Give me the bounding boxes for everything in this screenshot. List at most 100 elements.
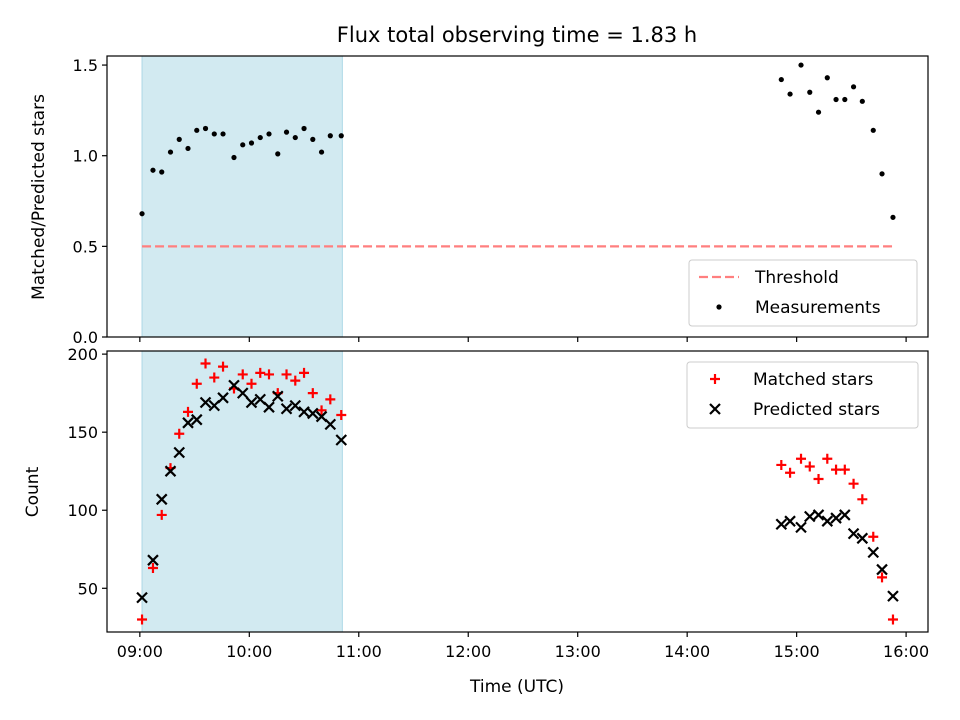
predicted-star-point bbox=[280, 402, 293, 415]
measurement-point bbox=[301, 125, 307, 132]
top-y-tick-label: 1.0 bbox=[73, 147, 98, 166]
predicted-star-point bbox=[803, 510, 816, 523]
top-y-axis-label: Matched/Predicted stars bbox=[29, 94, 49, 300]
legend-predicted-swatch bbox=[709, 403, 721, 415]
measurement-point bbox=[842, 96, 848, 103]
predicted-star-point bbox=[173, 446, 186, 459]
predicted-star-point bbox=[775, 518, 788, 531]
predicted-star-point bbox=[147, 554, 159, 566]
measurement-point bbox=[211, 131, 217, 137]
matched-star-point bbox=[831, 464, 842, 475]
predicted-star-point bbox=[236, 387, 249, 399]
matched-star-point bbox=[191, 378, 202, 389]
bottom-y-tick-label: 200 bbox=[67, 345, 98, 364]
matched-star-point bbox=[336, 410, 347, 421]
legend-measurements-swatch bbox=[716, 304, 722, 310]
top-axes-frame bbox=[106, 55, 929, 338]
predicted-star-point bbox=[298, 406, 310, 418]
matched-star-point bbox=[209, 372, 220, 383]
measurement-point bbox=[185, 145, 191, 152]
top-legend bbox=[688, 259, 918, 327]
matched-star-point bbox=[218, 361, 229, 372]
matched-star-point bbox=[804, 461, 815, 472]
matched-star-point bbox=[255, 367, 266, 378]
measurement-point bbox=[266, 131, 272, 137]
predicted-star-point bbox=[867, 546, 880, 559]
measurement-point bbox=[150, 167, 156, 173]
x-tick-label: 12:00 bbox=[445, 642, 491, 661]
matched-star-point bbox=[776, 459, 787, 470]
predicted-star-point bbox=[245, 396, 258, 409]
legend-threshold-label: Threshold bbox=[754, 268, 839, 288]
matched-star-point bbox=[857, 494, 868, 505]
predicted-star-point bbox=[155, 493, 168, 506]
measurement-point bbox=[194, 127, 200, 133]
bottom-y-tick-label: 150 bbox=[67, 423, 98, 442]
bottom-y-tick-label: 100 bbox=[67, 501, 98, 520]
measurement-point bbox=[310, 136, 316, 142]
x-tick-label: 16:00 bbox=[883, 642, 929, 661]
bottom-y-tick-label: 50 bbox=[78, 579, 98, 598]
bottom-shaded-span bbox=[141, 350, 343, 633]
matched-star-point bbox=[868, 531, 879, 542]
measurement-point bbox=[275, 151, 281, 157]
matched-star-point bbox=[156, 509, 167, 520]
predicted-star-point bbox=[839, 509, 851, 521]
legend-predicted-label: Predicted stars bbox=[753, 400, 880, 420]
matched-star-point bbox=[325, 394, 336, 405]
measurement-point bbox=[176, 136, 182, 142]
matched-star-point bbox=[785, 467, 796, 478]
matched-star-point bbox=[137, 614, 148, 625]
predicted-star-point bbox=[136, 591, 148, 604]
top-y-tick-label: 0.0 bbox=[73, 328, 98, 347]
measurement-point bbox=[859, 98, 865, 104]
matched-star-point bbox=[848, 478, 859, 489]
measurement-point bbox=[870, 127, 876, 133]
matched-star-point bbox=[877, 572, 888, 583]
measurement-point bbox=[248, 140, 255, 146]
matched-star-point bbox=[796, 453, 807, 464]
matched-star-point bbox=[246, 378, 257, 389]
matched-star-point bbox=[174, 428, 185, 439]
predicted-star-point bbox=[324, 418, 337, 431]
matched-star-point bbox=[299, 367, 310, 378]
legend-matched-swatch bbox=[710, 374, 720, 384]
measurement-point bbox=[159, 169, 165, 175]
predicted-star-point bbox=[307, 407, 319, 420]
measurement-point bbox=[879, 171, 885, 177]
measurement-point bbox=[338, 133, 344, 139]
measurement-point bbox=[807, 89, 813, 95]
predicted-star-point bbox=[164, 465, 177, 477]
measurement-point bbox=[815, 109, 822, 115]
top-y-tick-label: 1.5 bbox=[73, 56, 98, 75]
x-tick-label: 15:00 bbox=[774, 642, 820, 661]
top-y-tick-label: 0.5 bbox=[73, 237, 98, 256]
legend-matched-label: Matched stars bbox=[753, 370, 873, 390]
chart-title: Flux total observing time = 1.83 h bbox=[337, 23, 697, 47]
matched-star-point bbox=[264, 369, 275, 380]
matched-star-point bbox=[316, 405, 327, 416]
predicted-star-point bbox=[856, 532, 869, 545]
predicted-star-point bbox=[847, 527, 860, 540]
predicted-star-point bbox=[271, 390, 284, 403]
matched-star-point bbox=[147, 562, 158, 573]
predicted-star-point bbox=[199, 396, 212, 409]
matched-star-point bbox=[839, 464, 850, 475]
matched-star-point bbox=[281, 369, 292, 380]
measurement-point bbox=[798, 62, 804, 68]
predicted-star-point bbox=[190, 413, 203, 426]
bottom-axes-frame bbox=[106, 350, 929, 633]
matched-star-point bbox=[183, 406, 194, 417]
matched-star-point bbox=[307, 388, 318, 399]
measurement-point bbox=[220, 131, 226, 137]
top-panel: 0.0 0.5 1.0 1.5 Threshold Measurements bbox=[73, 55, 929, 347]
measurement-point bbox=[850, 84, 857, 90]
bottom-legend bbox=[686, 361, 919, 429]
x-tick-label: 09:00 bbox=[117, 642, 163, 661]
measurement-point bbox=[231, 154, 237, 161]
measurement-point bbox=[292, 134, 298, 141]
measurement-point bbox=[240, 142, 246, 148]
x-axis-label: Time (UTC) bbox=[469, 677, 564, 697]
predicted-star-point bbox=[335, 434, 348, 446]
